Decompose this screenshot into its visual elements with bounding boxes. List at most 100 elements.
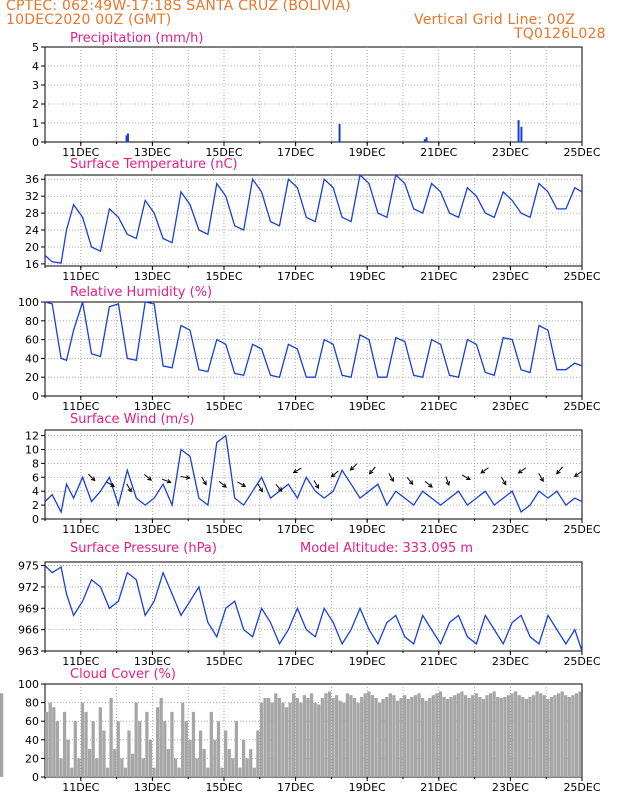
cloud-bar xyxy=(227,749,231,777)
wind-arrow xyxy=(350,463,358,471)
cloud-bar xyxy=(338,700,342,777)
cloud-bar xyxy=(231,758,235,777)
cloud-bar xyxy=(420,697,425,777)
precip-bar xyxy=(517,120,520,142)
cloud-bar xyxy=(181,702,185,777)
wind-arrow xyxy=(313,480,319,489)
cloud-bar xyxy=(442,697,446,777)
x-tick-label: 15DEC xyxy=(205,270,242,283)
cloud-bar xyxy=(363,693,367,777)
y-tick-label: 24 xyxy=(25,224,39,237)
y-tick-label: 0 xyxy=(32,771,39,784)
cloud-bar xyxy=(105,767,110,777)
wind-arrow-head xyxy=(480,469,486,474)
y-tick-label: 80 xyxy=(25,315,39,328)
y-tick-label: 963 xyxy=(18,645,39,658)
x-tick-label: 21DEC xyxy=(420,400,457,413)
cloud-bar xyxy=(531,695,536,777)
cloud-bar xyxy=(177,767,181,777)
cloud-bar xyxy=(245,758,249,777)
y-tick-label: 0 xyxy=(32,136,39,149)
y-tick-label: 12 xyxy=(25,430,39,443)
x-tick-label: 23DEC xyxy=(492,523,529,536)
wind-arrow xyxy=(162,478,171,483)
cloud-bar xyxy=(73,721,77,777)
cloud-bar xyxy=(449,697,453,777)
cloud-bar xyxy=(474,693,478,777)
y-tick-label: 6 xyxy=(32,471,39,484)
panel-5: 963 966 969 972 975 11DEC 13DEC 15DEC 17DEC 19DEC… xyxy=(18,541,601,668)
precip-bar xyxy=(425,137,428,142)
cloud-bar xyxy=(514,691,518,777)
cloud-bar xyxy=(567,697,571,777)
x-tick-label: 19DEC xyxy=(349,781,386,794)
series-line xyxy=(44,565,583,652)
cloud-bar xyxy=(259,702,264,777)
cloud-bar xyxy=(370,695,375,777)
y-tick-label: 20 xyxy=(25,371,39,384)
y-tick-label: 2 xyxy=(32,98,39,111)
cloud-bar xyxy=(539,693,543,777)
x-tick-label: 19DEC xyxy=(349,146,386,159)
wind-arrow-head xyxy=(349,466,355,471)
cloud-bar xyxy=(413,695,418,777)
x-tick-label: 17DEC xyxy=(277,400,314,413)
cloud-bar xyxy=(234,721,239,777)
x-tick-label: 25DEC xyxy=(563,270,600,283)
x-tick-label: 11DEC xyxy=(62,400,99,413)
cloud-bar xyxy=(216,721,221,777)
cloud-bar xyxy=(224,730,228,777)
cloud-bar xyxy=(309,693,314,777)
cloud-bar xyxy=(571,695,575,777)
y-tick-label: 80 xyxy=(25,697,39,710)
cloud-bar xyxy=(467,697,471,777)
y-tick-label: 36 xyxy=(25,173,39,186)
wind-arrow xyxy=(293,467,302,474)
cloud-bar xyxy=(578,691,582,777)
x-tick-label: 13DEC xyxy=(134,146,171,159)
cloud-bar xyxy=(152,767,156,777)
y-tick-label: 100 xyxy=(18,296,39,309)
series-line xyxy=(44,434,583,514)
x-tick-label: 13DEC xyxy=(134,781,171,794)
cloud-bar xyxy=(130,753,135,777)
cloud-bar xyxy=(302,695,307,777)
cloud-bar xyxy=(406,698,410,777)
x-tick-label: 15DEC xyxy=(205,523,242,536)
cloud-bar xyxy=(335,695,339,777)
cloud-bar xyxy=(59,758,63,777)
cloud-bar xyxy=(138,721,142,777)
cloud-bar xyxy=(274,693,278,777)
x-tick-label: 21DEC xyxy=(420,146,457,159)
cloud-bar xyxy=(388,693,392,777)
cloud-bar xyxy=(241,739,246,777)
cloud-bar xyxy=(410,697,414,777)
cloud-bar xyxy=(403,695,407,777)
wind-arrow xyxy=(237,481,246,487)
y-tick-label: 60 xyxy=(25,334,39,347)
panel-title: Cloud Cover (%) xyxy=(70,667,176,682)
y-tick-label: 975 xyxy=(18,560,39,573)
cloud-bar xyxy=(521,697,525,777)
wind-arrow xyxy=(445,476,450,486)
panel-subtitle: Model Altitude: 333.095 m xyxy=(300,541,473,556)
x-tick-label: 19DEC xyxy=(349,400,386,413)
wind-arrow xyxy=(275,483,283,492)
wind-arrow-head xyxy=(389,477,394,483)
wind-arrow xyxy=(201,476,207,485)
x-tick-label: 17DEC xyxy=(277,146,314,159)
wind-arrow-head xyxy=(292,468,298,474)
panel-2: 16 20 24 28 32 36 11DEC 13DEC 15DEC 17DEC 19DEC 21D… xyxy=(25,157,601,283)
wind-arrow xyxy=(331,470,339,478)
wind-arrow-head xyxy=(517,469,523,474)
panel-title: Surface Temperature (nC) xyxy=(70,157,238,172)
cloud-bar xyxy=(163,721,167,777)
cloud-bar xyxy=(356,702,360,777)
cloud-bar xyxy=(195,758,199,777)
cloud-bar xyxy=(535,691,539,777)
panel-title: Surface Wind (m/s) xyxy=(70,412,194,427)
y-tick-label: 3 xyxy=(32,79,39,92)
x-tick-label: 19DEC xyxy=(349,270,386,283)
cloud-bar xyxy=(292,693,296,777)
cloud-bar xyxy=(116,721,120,777)
